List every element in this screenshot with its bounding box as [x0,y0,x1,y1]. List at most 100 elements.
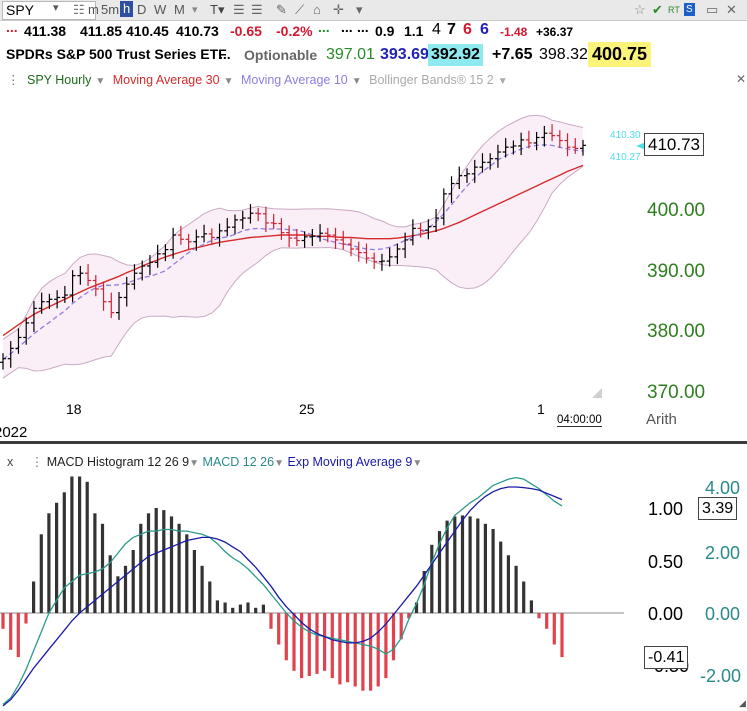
ohlc-bar [409,219,416,246]
grid-icon[interactable]: ☷ [73,2,85,17]
ohlc-bar [324,227,331,243]
macd-histogram-bar [200,565,204,614]
study-price-dropdown-icon[interactable]: ▼ [95,76,106,87]
quote2-p6: 400.75 [588,42,652,67]
ohlc-bar [61,285,68,303]
pane-separator[interactable] [0,441,747,444]
study-ma30-label[interactable]: Moving Average 30 [112,73,220,87]
macd-histogram-bar [445,520,449,613]
quote-dots-3: ... [357,19,369,35]
study-signal-label[interactable]: Exp Moving Average 9 [287,455,413,469]
ohlc-bar [363,243,370,264]
star-icon[interactable]: ☆ [634,2,646,17]
study-ma30-dropdown-icon[interactable]: ▼ [223,76,234,87]
macd-histogram-bar [261,604,265,613]
ohlc-bar [0,353,6,370]
text-tool-icon[interactable]: T▾ [210,2,225,17]
quote-dots-2: ... [341,19,353,35]
study-dots-icon[interactable]: ⋮ [7,73,20,87]
ohlc-bar [402,232,409,259]
lock-icon[interactable]: ⌂ [313,2,321,17]
ohlc-bar [556,130,563,148]
macd-histogram-bar [514,565,518,614]
study-price-label[interactable]: SPY Hourly [26,73,92,87]
macd-histogram-bar [330,613,334,679]
tb-btn-m[interactable]: m [88,2,99,17]
tb-btn-d[interactable]: D [137,2,147,17]
symbol-dropdown-icon[interactable]: ▾ [53,2,59,14]
study-macd-dropdown-icon[interactable]: ▼ [274,458,284,469]
macd-histogram-bar [177,523,181,614]
macd-histogram-bar [123,565,128,614]
macd-histogram-bar [430,544,434,614]
ohlc-bar [7,341,14,368]
study-hist-dropdown-icon[interactable]: ▼ [189,458,200,469]
ohlc-bar [440,188,447,226]
macd-histogram-bar [522,581,526,613]
study-hist-label[interactable]: MACD Histogram 12 26 9 [46,455,190,469]
macd-histogram-bar [1,613,5,629]
macd-histogram-bar [254,607,258,614]
study-bb-label[interactable]: Bollinger Bands® 15 2 [369,73,494,87]
study-ma10-dropdown-icon[interactable]: ▼ [351,76,362,87]
last-price-box: 410.73 [644,133,704,156]
macd-histogram-bar [269,613,273,629]
ohlc-bar [108,292,115,319]
ohlc-bar [378,253,385,271]
ohlc-bar [154,244,161,268]
macd-histogram-bar [537,613,541,619]
ohlc-bar [355,241,362,262]
macd-histogram-bar [323,613,327,671]
quote-v4: 7 [447,21,456,38]
quote2-dots: ... [219,46,231,62]
tools-dropdown-icon[interactable]: ▾ [356,2,363,17]
macd-histogram-bar [369,613,373,691]
ohlc-bar [54,290,61,309]
lines-tool-icon[interactable]: ☰ [233,2,245,17]
ohlc-bar [487,153,494,170]
pencil-icon[interactable]: ✎ [276,2,287,17]
macd-histogram-bar [483,523,487,614]
scale-mode-label[interactable]: Arith [646,411,677,428]
macd-histogram-bar [346,613,350,683]
macd-histogram-bar [39,534,43,614]
lines-tool-icon-2[interactable]: ☰ [251,2,263,17]
study-macd-label[interactable]: MACD 12 26 [202,455,275,469]
tb-btn-w[interactable]: W [154,2,167,17]
macd-histogram-bar [529,600,533,613]
quote-v5: 6 [463,21,472,38]
bollinger-lower-line [2,165,584,379]
resize-icon[interactable]: ◢ [739,698,746,708]
macd-histogram-bar [460,515,465,613]
scroll-corner-icon [592,388,602,398]
crosshair-icon[interactable]: ✛ [333,2,344,17]
macd-close-icon[interactable]: x [7,455,14,469]
symbol-input[interactable]: SPY ▾ [2,1,96,20]
price-plot-area [0,114,586,379]
collapse-icon[interactable]: ✕ [736,72,747,86]
ohlc-bar [177,225,184,245]
quote2-p3: 392.92 [428,44,483,66]
time-label: 04:00:00 [557,414,602,427]
s-badge[interactable]: S [684,3,695,16]
tb-btn-h[interactable]: h [120,1,134,17]
tb-btn-m2[interactable]: M [174,2,185,17]
macd-histogram-bar [468,516,472,613]
study-ma10-label[interactable]: Moving Average 10 [240,73,348,87]
macd-dots-icon[interactable]: ⋮ [30,455,44,469]
ohlc-bar [185,233,192,249]
close-icon[interactable]: ✕ [726,2,737,17]
tb-btn-dropdown-icon[interactable]: ▾ [192,4,198,16]
window-icon[interactable]: ▭ [706,2,719,17]
ruler-icon[interactable]: ⟋ [295,2,305,17]
pin-icon[interactable]: ✔ [652,2,663,17]
study-signal-dropdown-icon[interactable]: ▼ [412,458,423,469]
macd-histogram-bar [108,555,112,614]
macd-histogram-bar [238,604,242,613]
study-bb-dropdown-icon[interactable]: ▼ [497,76,508,87]
price-tick-390: 390.00 [647,261,706,282]
x-tick-18: 18 [66,401,82,417]
rt-badge[interactable]: RT [668,5,680,15]
tb-btn-5m[interactable]: 5m [101,2,120,17]
